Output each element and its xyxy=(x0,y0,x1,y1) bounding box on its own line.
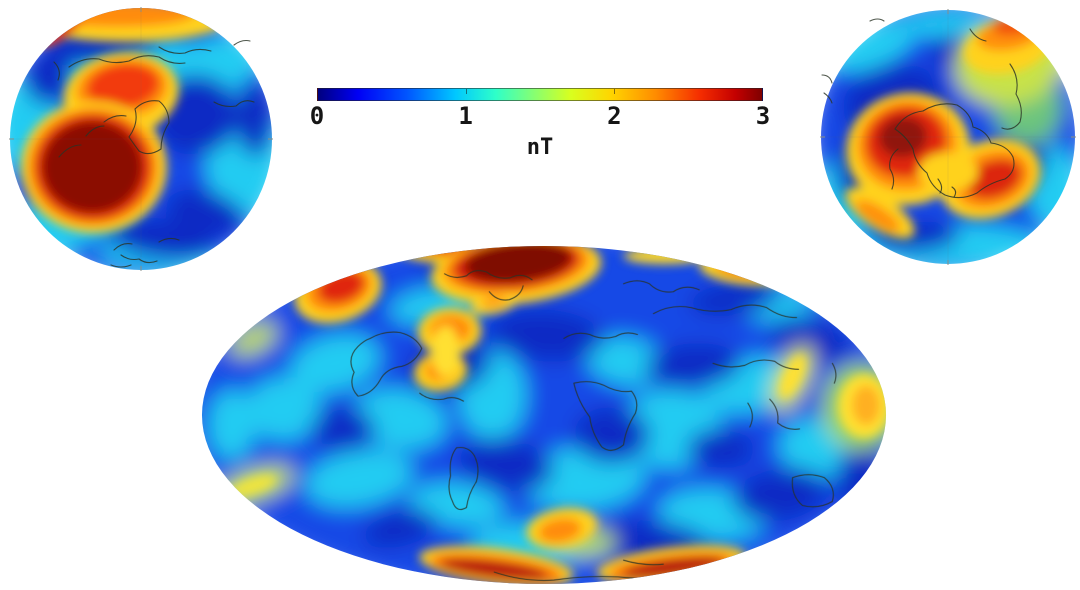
north-polar-map xyxy=(9,7,273,271)
south-polar-map xyxy=(820,9,1076,265)
south-heatmap-anomaly-layer xyxy=(845,16,1051,239)
colorbar: 0 1 2 3 nT xyxy=(310,88,770,160)
south-graticule xyxy=(821,10,1075,264)
colorbar-tick-label: 1 xyxy=(458,102,473,130)
colorbar-tick-label: 2 xyxy=(607,102,622,130)
colorbar-notch xyxy=(614,89,615,94)
north-axis-ticks xyxy=(9,7,273,271)
north-graticule xyxy=(10,8,272,270)
south-axis-ticks xyxy=(820,9,1076,265)
colorbar-tick-label: 3 xyxy=(755,102,771,130)
south-outlying-islands xyxy=(821,18,885,104)
global-mollweide-map xyxy=(201,245,887,585)
colorbar-notch xyxy=(465,89,467,94)
colorbar-tick-label: 0 xyxy=(309,102,325,130)
mollweide-heatmap-soft-layer xyxy=(201,245,887,585)
north-coastlines xyxy=(53,46,255,251)
north-outlying-islands xyxy=(110,39,251,268)
mollweide-coastlines xyxy=(350,269,867,583)
colorbar-unit-label: nT xyxy=(526,135,554,160)
colorbar-gradient xyxy=(317,88,763,101)
south-coastlines xyxy=(889,28,1022,199)
